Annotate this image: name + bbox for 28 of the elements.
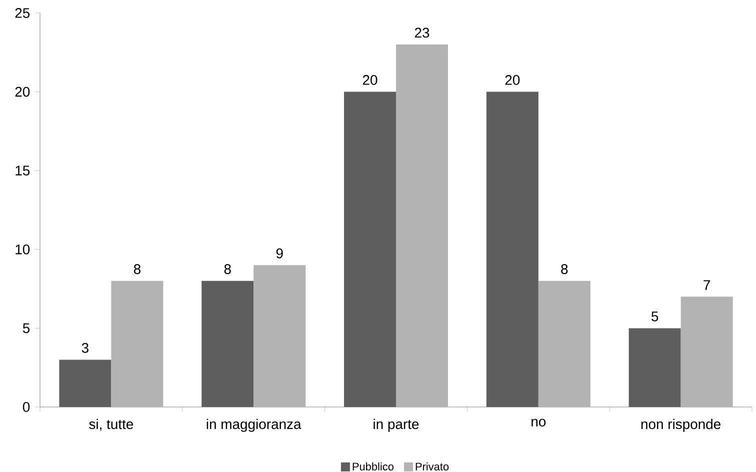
bar	[111, 280, 164, 407]
data-label: 20	[505, 75, 520, 85]
legend-label: Privato	[416, 462, 449, 470]
x-tick-label: non risponde	[641, 418, 720, 432]
x-tick-label: no	[532, 418, 546, 426]
data-label: 5	[651, 312, 658, 322]
y-tick-label: 5	[22, 323, 30, 334]
data-label: 23	[414, 28, 430, 38]
x-tick-label: in parte	[374, 418, 419, 432]
bar	[538, 280, 590, 407]
legend-label: Pubblico	[352, 462, 394, 470]
data-label: 8	[224, 264, 231, 274]
data-label: 20	[362, 75, 378, 85]
x-tick-label: in maggioranza	[206, 418, 302, 432]
x-tick-label: si, tutte	[89, 418, 134, 431]
y-tick-label: 0	[22, 402, 30, 412]
data-label: 3	[82, 342, 88, 353]
data-label: 8	[134, 264, 140, 274]
y-tick-label: 25	[15, 8, 30, 18]
data-label: 7	[704, 280, 710, 290]
data-label: 8	[561, 264, 568, 274]
bar	[254, 265, 306, 407]
bar	[680, 296, 733, 407]
y-tick-label: 15	[16, 166, 30, 176]
y-tick-label: 20	[15, 86, 30, 97]
bar	[396, 44, 448, 407]
y-tick-label: 10	[16, 244, 30, 254]
data-label: 9	[276, 248, 283, 258]
